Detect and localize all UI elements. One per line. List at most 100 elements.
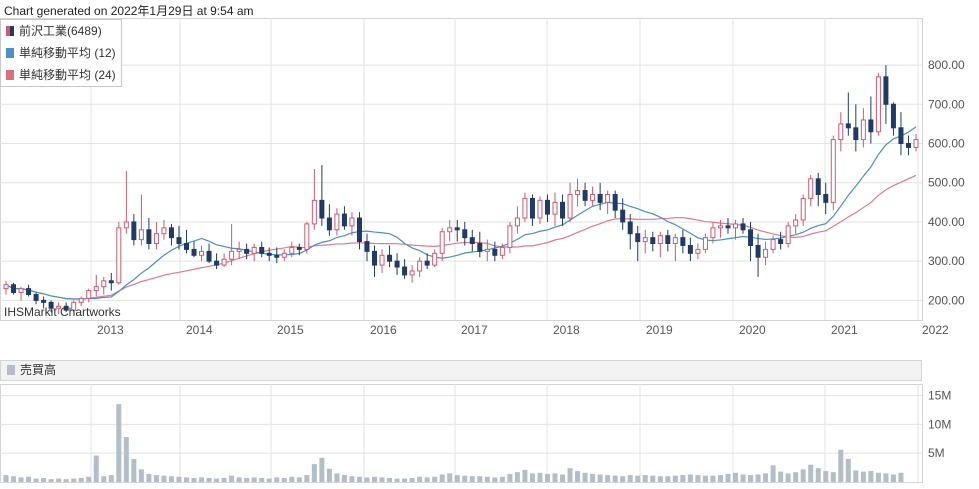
volume-bar [635, 475, 641, 482]
candle-body [665, 235, 671, 245]
candle-body [221, 258, 227, 266]
candle-body [11, 284, 17, 294]
legend-label-ma12: 単純移動平均 (12) [19, 46, 116, 60]
volume-bar [529, 473, 535, 482]
volume-bar [78, 477, 84, 482]
candle-body [800, 197, 806, 221]
legend-item-ma12[interactable]: 単純移動平均 (12) [6, 45, 116, 61]
candle-body [544, 199, 550, 215]
candle-body [311, 199, 317, 225]
candle-body [793, 219, 799, 227]
candle-body [740, 223, 746, 231]
candle-body [499, 246, 505, 256]
volume-bar [770, 465, 776, 482]
candle-body [657, 235, 663, 245]
volume-bar [244, 477, 250, 482]
candle-body [236, 248, 242, 252]
volume-bar [672, 475, 678, 482]
candle-body [71, 301, 77, 311]
x-tick-label: 2021 [831, 323, 858, 337]
ma12-line [5, 126, 917, 300]
volume-bar [191, 477, 197, 482]
candle-body [529, 197, 535, 219]
volume-bar [63, 479, 69, 482]
volume-bar [499, 476, 505, 482]
volume-bar [379, 477, 385, 482]
candle-body [18, 288, 24, 294]
candle-body [206, 250, 212, 262]
y-tick-label: 300.00 [928, 254, 965, 268]
volume-bar [552, 473, 558, 482]
volume-bar [48, 479, 54, 482]
volume-bar [146, 473, 152, 482]
candle-body [733, 223, 739, 229]
volume-bar [108, 475, 114, 482]
volume-bar [650, 475, 656, 482]
candle-body [845, 123, 851, 129]
volume-bar [183, 477, 189, 482]
volume-bar [793, 472, 799, 482]
volume-bar [484, 476, 490, 482]
volume-bar [575, 471, 581, 482]
volume-bar [492, 477, 498, 482]
candle-body [394, 260, 400, 268]
volume-bar [176, 476, 182, 482]
candle-body [409, 270, 415, 276]
candle-body [620, 209, 626, 223]
x-tick-label: 2016 [370, 323, 397, 337]
volume-bar [319, 457, 325, 482]
volume-bar [755, 474, 761, 482]
candle-body [514, 217, 520, 227]
volume-bar [18, 477, 24, 482]
y-tick-label: 700.00 [928, 97, 965, 111]
volume-bar [123, 437, 129, 482]
candle-body [176, 237, 182, 245]
volume-bar [890, 474, 896, 482]
candle-body [477, 243, 483, 252]
x-tick-label: 2018 [553, 323, 580, 337]
volume-bar [612, 475, 618, 482]
candle-swatch-icon [6, 26, 14, 36]
legend-item-ma24[interactable]: 単純移動平均 (24) [6, 67, 116, 83]
source-label: IHSMarkit Chartworks [4, 305, 121, 319]
volume-title-label: 売買高 [20, 363, 57, 377]
candle-body [116, 227, 122, 284]
volume-bar [507, 473, 513, 482]
volume-bar [447, 473, 453, 482]
legend-box: 前沢工業(6489) 単純移動平均 (12) 単純移動平均 (24) [0, 19, 122, 87]
chart-generated-label: Chart generated on 2022年1月29日 at 9:54 am [4, 4, 254, 18]
candle-body [627, 221, 633, 235]
candle-body [650, 237, 656, 245]
candle-body [725, 225, 731, 229]
volume-bar [477, 476, 483, 482]
candle-body [379, 254, 385, 266]
volume-bar [11, 476, 17, 482]
volume-bar [725, 473, 731, 482]
candle-body [161, 227, 167, 235]
candle-body [432, 252, 438, 266]
candle-body [439, 231, 445, 254]
legend-item-price[interactable]: 前沢工業(6489) [6, 23, 102, 39]
volume-bar [838, 449, 844, 482]
candle-body [507, 225, 513, 248]
volume-bar [620, 476, 626, 482]
candle-body [770, 239, 776, 250]
candle-body [868, 119, 874, 133]
volume-bar [687, 474, 693, 482]
candle-body [334, 213, 340, 231]
candle-body [492, 248, 498, 256]
volume-bar [153, 475, 159, 482]
volume-bar [657, 476, 663, 482]
volume-bar [334, 473, 340, 482]
volume-bar [582, 472, 588, 482]
candle-body [417, 260, 423, 272]
volume-tick-label: 5M [928, 446, 945, 460]
candle-body [898, 127, 904, 145]
volume-bar [605, 475, 611, 482]
volume-bar [274, 477, 280, 482]
candle-body [605, 193, 611, 203]
candle-body [424, 260, 430, 266]
volume-bar [138, 469, 144, 482]
x-tick-label: 2022 [922, 323, 949, 337]
